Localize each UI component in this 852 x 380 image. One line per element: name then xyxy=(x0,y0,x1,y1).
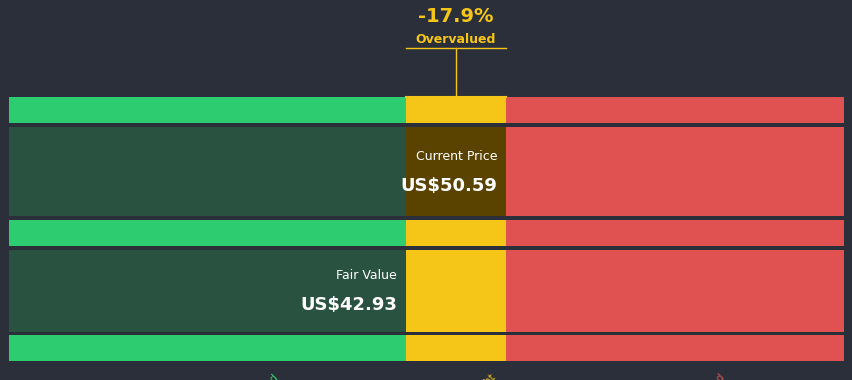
Text: Current Price: Current Price xyxy=(416,150,497,163)
Text: US$50.59: US$50.59 xyxy=(400,177,497,195)
Text: Fair Value: Fair Value xyxy=(336,269,397,282)
Bar xyxy=(9,335,406,361)
Text: US$42.93: US$42.93 xyxy=(300,296,397,314)
Bar xyxy=(505,127,843,216)
Bar xyxy=(505,250,843,331)
Bar xyxy=(406,97,505,123)
Text: About Right: About Right xyxy=(446,372,498,380)
Bar xyxy=(406,335,505,361)
Bar xyxy=(9,127,406,216)
Bar xyxy=(505,335,843,361)
Bar xyxy=(9,250,406,331)
Text: 20% Undervalued: 20% Undervalued xyxy=(207,372,279,380)
Text: 20% Overvalued: 20% Overvalued xyxy=(658,372,726,380)
Bar xyxy=(406,250,505,331)
Text: Overvalued: Overvalued xyxy=(415,33,495,46)
Bar xyxy=(9,220,406,246)
Bar xyxy=(9,97,406,123)
Bar xyxy=(505,220,843,246)
Bar xyxy=(406,127,505,216)
Bar xyxy=(406,220,505,246)
Text: -17.9%: -17.9% xyxy=(417,7,493,26)
Bar xyxy=(505,97,843,123)
